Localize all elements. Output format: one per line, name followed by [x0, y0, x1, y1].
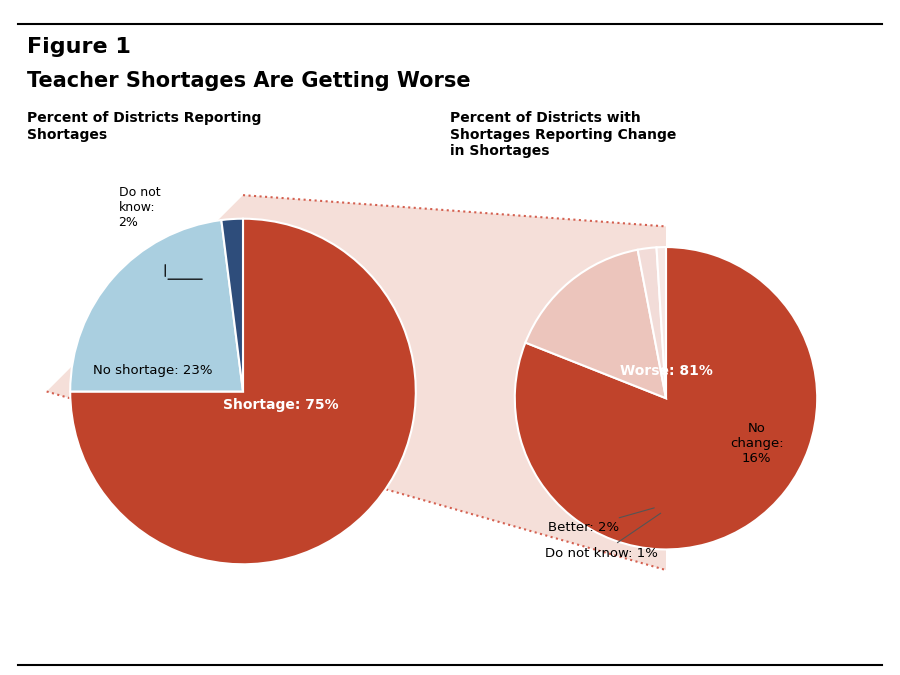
- Text: Teacher Shortages Are Getting Worse: Teacher Shortages Are Getting Worse: [27, 71, 471, 91]
- Text: Do not know: 1%: Do not know: 1%: [545, 513, 661, 560]
- Text: Shortage: 75%: Shortage: 75%: [223, 398, 338, 412]
- Wedge shape: [526, 250, 666, 398]
- Text: Percent of Districts Reporting
Shortages: Percent of Districts Reporting Shortages: [27, 111, 261, 142]
- Text: Better: 2%: Better: 2%: [548, 508, 654, 535]
- Text: Do not
know:
2%: Do not know: 2%: [119, 186, 160, 229]
- Wedge shape: [656, 247, 666, 398]
- Wedge shape: [515, 247, 817, 549]
- Text: Percent of Districts with
Shortages Reporting Change
in Shortages: Percent of Districts with Shortages Repo…: [450, 111, 677, 158]
- Wedge shape: [70, 219, 416, 564]
- Wedge shape: [638, 247, 666, 398]
- Text: Figure 1: Figure 1: [27, 37, 130, 57]
- Text: No shortage: 23%: No shortage: 23%: [94, 364, 213, 377]
- Text: No
change:
16%: No change: 16%: [730, 422, 784, 465]
- Wedge shape: [70, 220, 243, 392]
- Text: Worse: 81%: Worse: 81%: [619, 364, 713, 378]
- Wedge shape: [221, 219, 243, 392]
